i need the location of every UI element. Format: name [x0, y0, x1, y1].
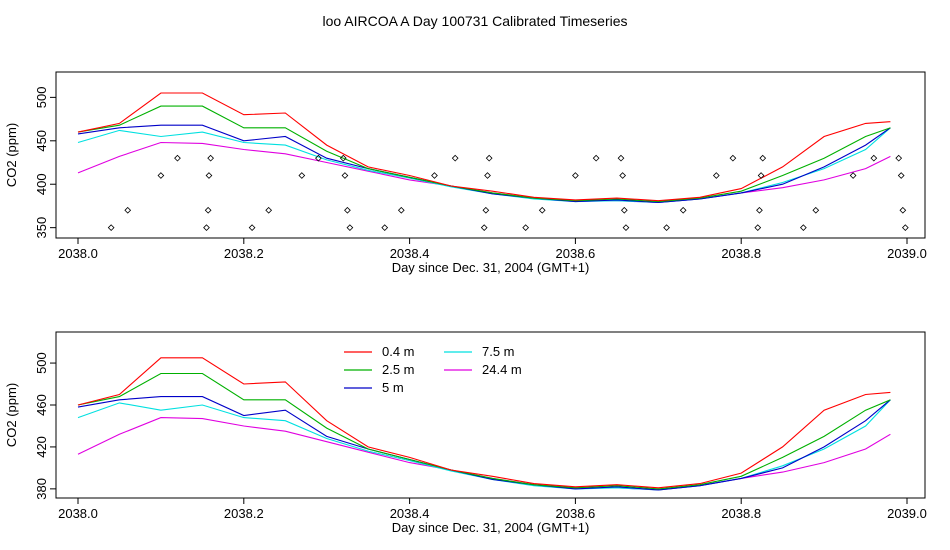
marker-point: [381, 224, 389, 232]
marker-point: [339, 154, 347, 162]
marker-point: [663, 224, 670, 232]
figure-title: loo AIRCOA A Day 100731 Calibrated Times…: [322, 13, 627, 29]
marker-point: [617, 154, 625, 162]
marker-point: [124, 206, 132, 214]
marker-point: [572, 172, 579, 179]
x-tick-label: 2038.6: [556, 506, 596, 521]
marker-point: [451, 154, 459, 162]
series-group: [77, 357, 891, 491]
x-tick-label: 2038.8: [721, 246, 761, 261]
marker-point: [592, 154, 600, 162]
marker-point: [431, 172, 438, 179]
series-line-0-4-m: [77, 357, 891, 489]
x-tick-label: 2038.0: [58, 246, 98, 261]
y-tick-label: 450: [34, 130, 49, 152]
marker-point: [679, 206, 687, 214]
marker-point: [203, 224, 210, 232]
marker-point: [204, 206, 212, 214]
marker-point: [897, 172, 905, 179]
marker-point: [107, 224, 115, 232]
marker-point: [315, 154, 322, 162]
marker-point: [482, 206, 490, 214]
marker-point: [812, 206, 820, 214]
x-tick-label: 2038.8: [721, 506, 761, 521]
marker-point: [895, 154, 903, 162]
y-tick-label: 460: [34, 394, 49, 416]
marker-point: [729, 154, 737, 162]
marker-point: [849, 172, 857, 179]
y-axis-label: CO2 (ppm): [4, 383, 19, 447]
x-tick-label: 2038.4: [390, 506, 430, 521]
marker-point: [344, 206, 351, 214]
marker-point: [757, 172, 765, 179]
legend-label: 2.5 m: [382, 362, 415, 377]
y-tick-label: 500: [34, 352, 49, 374]
marker-point: [174, 154, 181, 162]
marker-point: [754, 224, 762, 232]
marker-point: [619, 172, 627, 179]
marker-point: [756, 206, 763, 214]
marker-point: [622, 224, 630, 232]
marker-point: [265, 206, 273, 214]
marker-point: [901, 224, 909, 232]
series-group: [77, 92, 891, 204]
plot-frame: [55, 71, 926, 239]
y-tick-label: 400: [34, 173, 49, 195]
marker-point: [480, 224, 488, 232]
x-tick-label: 2039.0: [887, 506, 927, 521]
series-line-0-4-m: [77, 92, 891, 202]
marker-point: [759, 154, 767, 162]
marker-point: [205, 172, 213, 179]
marker-point: [712, 172, 720, 179]
y-tick-label: 350: [34, 217, 49, 239]
series-line-2-5-m: [77, 105, 891, 203]
marker-point: [248, 224, 256, 232]
legend-label: 5 m: [382, 380, 404, 395]
marker-point: [485, 154, 493, 162]
marker-point: [538, 206, 546, 214]
bottom-panel: 2038.0 2038.2 2038.4 2038.6 2038.8 2039.0 380 4…: [4, 331, 927, 535]
marker-point: [522, 224, 530, 232]
series-line-5-m: [77, 124, 891, 204]
y-tick-label: 380: [34, 478, 49, 500]
y-tick-label: 420: [34, 436, 49, 458]
x-tick-label: 2039.0: [887, 246, 927, 261]
x-tick-label: 2038.2: [224, 246, 264, 261]
marker-point: [870, 154, 878, 162]
legend-label: 24.4 m: [482, 362, 522, 377]
top-panel: 2038.0 2038.2 2038.4 2038.6 2038.8 2039.0 350 4…: [4, 71, 927, 275]
marker-point: [157, 172, 165, 179]
marker-point: [620, 206, 628, 214]
x-tick-label: 2038.6: [556, 246, 596, 261]
x-tick-label: 2038.4: [390, 246, 430, 261]
marker-point: [298, 172, 306, 179]
x-tick-label: 2038.0: [58, 506, 98, 521]
series-line-24-4-m: [77, 417, 891, 491]
legend-label: 7.5 m: [482, 344, 515, 359]
series-line-5-m: [77, 396, 891, 491]
marker-point: [341, 172, 349, 179]
x-axis-label: Day since Dec. 31, 2004 (GMT+1): [392, 260, 590, 275]
marker-point: [397, 206, 405, 214]
marker-point: [207, 154, 215, 162]
marker-point: [899, 206, 907, 214]
series-line-24-4-m: [77, 141, 891, 204]
plot-frame: [55, 331, 926, 499]
y-axis-label: CO2 (ppm): [4, 123, 19, 187]
y-tick-label: 500: [34, 87, 49, 109]
legend-label: 0.4 m: [382, 344, 415, 359]
series-line-2-5-m: [77, 372, 891, 490]
marker-point: [484, 172, 491, 179]
x-tick-label: 2038.2: [224, 506, 264, 521]
x-axis-label: Day since Dec. 31, 2004 (GMT+1): [392, 520, 590, 535]
marker-point: [800, 224, 807, 232]
marker-point: [346, 224, 354, 232]
